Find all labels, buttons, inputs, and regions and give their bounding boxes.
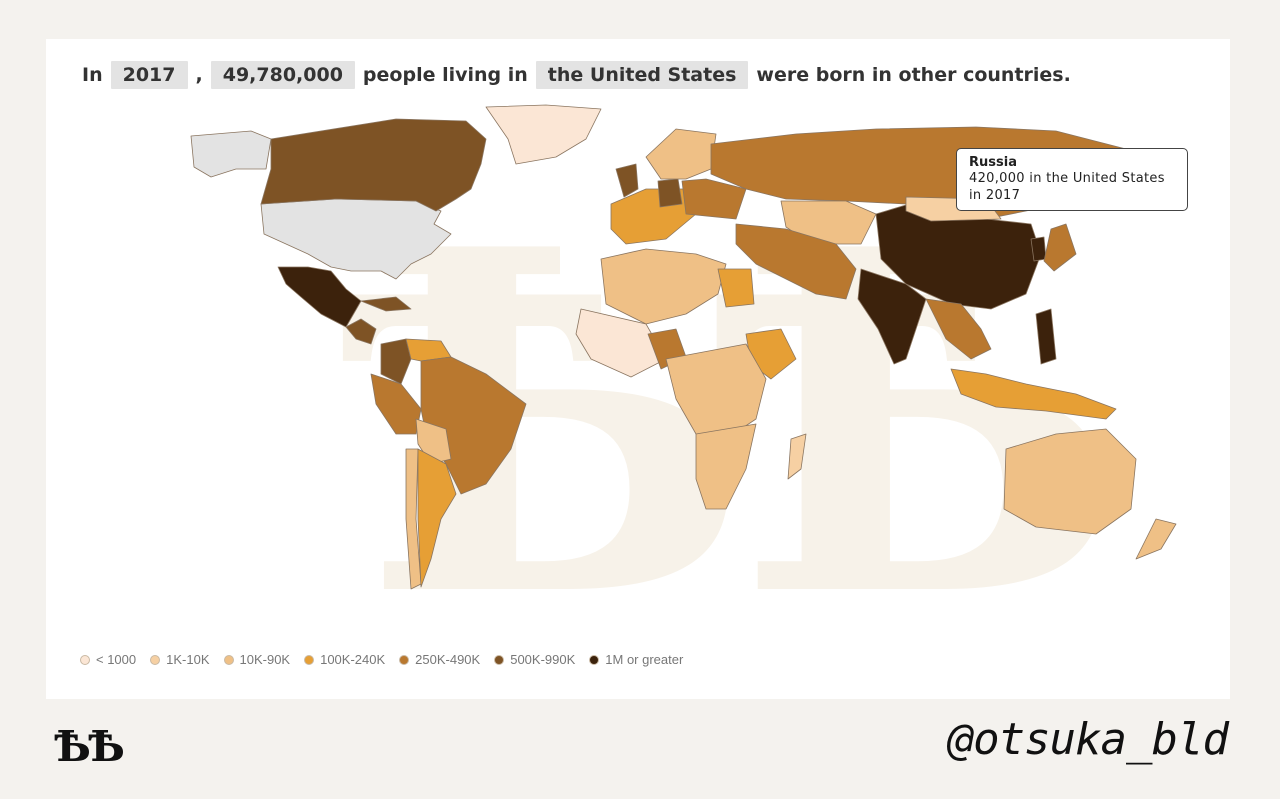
country-tooltip: Russia 420,000 in the United States in 2… (956, 148, 1188, 211)
headline-comma: , (195, 64, 203, 86)
year-selector[interactable]: 2017 (110, 61, 188, 89)
country-cuba[interactable] (360, 296, 412, 312)
country-kazakhstan[interactable] (780, 200, 877, 245)
legend-swatch (589, 654, 600, 665)
country-egypt[interactable] (717, 268, 755, 308)
headline: In 2017 , 49,780,000 people living in th… (80, 61, 1073, 89)
country-germany[interactable] (657, 178, 683, 208)
country-madagascar[interactable] (787, 433, 807, 480)
legend-label: 1M or greater (605, 652, 684, 667)
country-poland[interactable] (681, 178, 747, 220)
legend-label: 1K-10K (166, 652, 210, 667)
country-india[interactable] (857, 268, 927, 365)
legend-item-10k-90k[interactable]: 10K-90K (223, 652, 291, 667)
author-handle: @otsuka_bld (947, 714, 1229, 765)
country-mexico[interactable] (277, 266, 362, 328)
country-middle-east[interactable] (735, 223, 857, 300)
country-indonesia[interactable] (950, 368, 1117, 420)
world-map (190, 104, 1177, 590)
country-philippines[interactable] (1035, 308, 1057, 365)
country-alaska[interactable] (190, 130, 272, 178)
tooltip-title: Russia (969, 155, 1017, 170)
country-peru[interactable] (370, 373, 422, 435)
legend-swatch (494, 654, 505, 665)
headline-prefix: In (82, 64, 103, 86)
country-argentina[interactable] (417, 448, 457, 588)
headline-suffix: were born in other countries. (756, 64, 1071, 86)
legend-label: 250K-490K (415, 652, 481, 667)
country-canada[interactable] (260, 118, 487, 212)
legend-swatch (80, 654, 90, 665)
legend-swatch (399, 654, 410, 665)
legend-item-500k-990k[interactable]: 500K-990K (494, 652, 575, 667)
country-central-america[interactable] (345, 318, 377, 345)
legend-item-250k-490k[interactable]: 250K-490K (399, 652, 480, 667)
country-korea[interactable] (1030, 236, 1047, 262)
legend-label: 100K-240K (320, 652, 386, 667)
tooltip-line-1: 420,000 in the United States (969, 171, 1165, 186)
legend-item-lt-1000[interactable]: < 1000 (80, 652, 136, 667)
country-selector[interactable]: the United States (535, 61, 749, 89)
legend-label: < 1000 (96, 652, 137, 667)
country-new-zealand[interactable] (1135, 518, 1177, 560)
legend-swatch (150, 654, 161, 665)
country-scandinavia[interactable] (645, 128, 717, 180)
count-value: 49,780,000 (210, 61, 355, 89)
legend-label: 10K-90K (239, 652, 291, 667)
legend-swatch (223, 654, 234, 665)
country-southeast-asia[interactable] (925, 298, 992, 360)
brand-logo: ѢѢ (54, 722, 125, 771)
country-west-africa[interactable] (575, 308, 667, 378)
legend-swatch (304, 654, 315, 665)
headline-middle: people living in (362, 64, 528, 86)
legend-item-1m-or-greater[interactable]: 1M or greater (589, 652, 683, 667)
country-colombia[interactable] (380, 338, 412, 385)
map-card: ѢѢ In 2017 , 49,780,000 people living in… (46, 39, 1230, 699)
country-australia[interactable] (1003, 428, 1137, 535)
legend-item-1k-10k[interactable]: 1K-10K (150, 652, 210, 667)
legend-item-100k-240k[interactable]: 100K-240K (304, 652, 385, 667)
country-north-africa[interactable] (600, 248, 727, 325)
legend-label: 500K-990K (510, 652, 576, 667)
country-japan[interactable] (1043, 223, 1077, 272)
country-southern-africa[interactable] (695, 423, 757, 510)
country-united-kingdom[interactable] (615, 163, 639, 198)
tooltip-line-2: in 2017 (969, 188, 1021, 203)
legend: < 1000 1K-10K 10K-90K 100K-240K 250K-490… (80, 652, 697, 667)
country-greenland[interactable] (485, 104, 602, 165)
